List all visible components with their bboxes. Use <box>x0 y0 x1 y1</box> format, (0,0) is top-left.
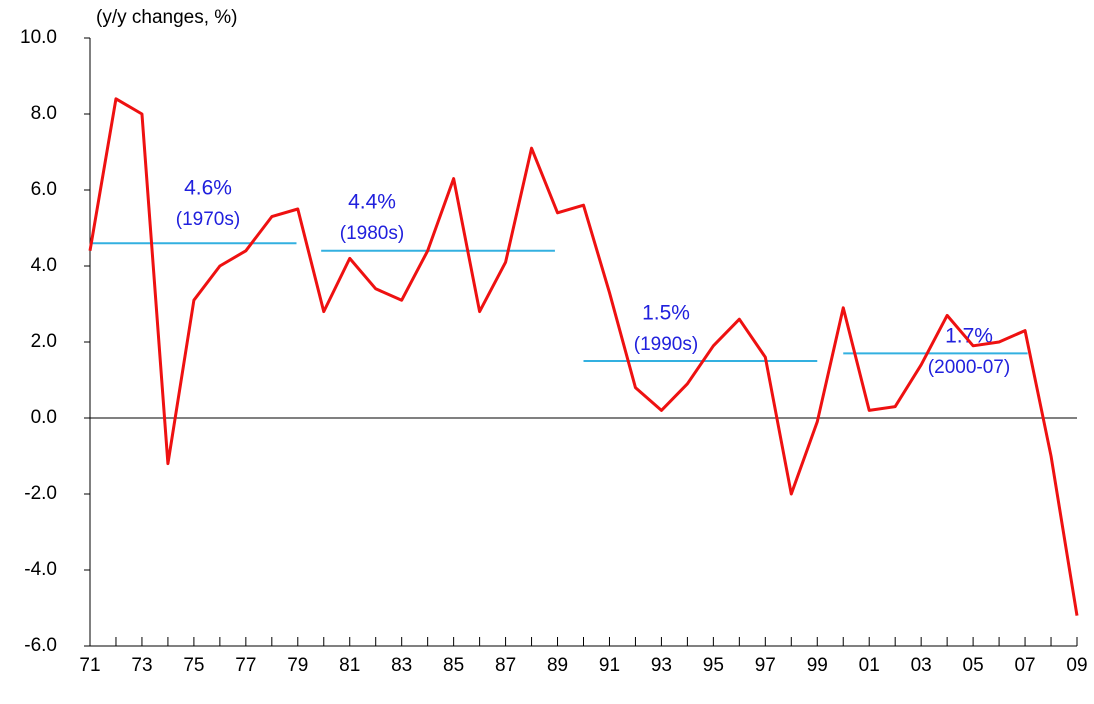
average-value-label: 1.5% <box>642 302 690 325</box>
x-tick-label: 95 <box>703 655 724 676</box>
y-tick-label: 10.0 <box>20 27 57 48</box>
x-tick-label: 83 <box>391 655 412 676</box>
x-tick-label: 75 <box>183 655 204 676</box>
x-tick-label: 77 <box>235 655 256 676</box>
x-tick-label: 79 <box>287 655 308 676</box>
y-tick-label: -2.0 <box>24 483 57 504</box>
x-tick-label: 87 <box>495 655 516 676</box>
average-value-label: 1.7% <box>945 325 993 348</box>
y-tick-label: -4.0 <box>24 559 57 580</box>
x-tick-label: 01 <box>859 655 880 676</box>
y-tick-label: 6.0 <box>31 179 57 200</box>
x-tick-label: 05 <box>963 655 984 676</box>
average-value-label: 4.4% <box>348 191 396 214</box>
x-tick-label: 73 <box>131 655 152 676</box>
y-tick-label: -6.0 <box>24 635 57 656</box>
x-tick-label: 07 <box>1014 655 1035 676</box>
y-tick-label: 4.0 <box>31 255 57 276</box>
x-tick-label: 81 <box>339 655 360 676</box>
y-tick-label: 2.0 <box>31 331 57 352</box>
average-period-label: (2000-07) <box>928 357 1010 378</box>
average-period-label: (1970s) <box>176 209 240 230</box>
data-line <box>88 97 1079 616</box>
x-tick-label: 09 <box>1066 655 1087 676</box>
average-period-label: (1990s) <box>634 334 698 355</box>
x-tick-label: 03 <box>911 655 932 676</box>
y-tick-label: 0.0 <box>31 407 57 428</box>
x-tick-label: 71 <box>79 655 100 676</box>
average-value-label: 4.6% <box>184 177 232 200</box>
x-tick-label: 99 <box>807 655 828 676</box>
x-tick-label: 93 <box>651 655 672 676</box>
x-tick-label: 97 <box>755 655 776 676</box>
y-axis-label: (y/y changes, %) <box>96 7 238 28</box>
average-period-label: (1980s) <box>340 223 404 244</box>
y-tick-label: 8.0 <box>31 103 57 124</box>
x-tick-label: 91 <box>599 655 620 676</box>
x-tick-label: 89 <box>547 655 568 676</box>
x-tick-label: 85 <box>443 655 464 676</box>
